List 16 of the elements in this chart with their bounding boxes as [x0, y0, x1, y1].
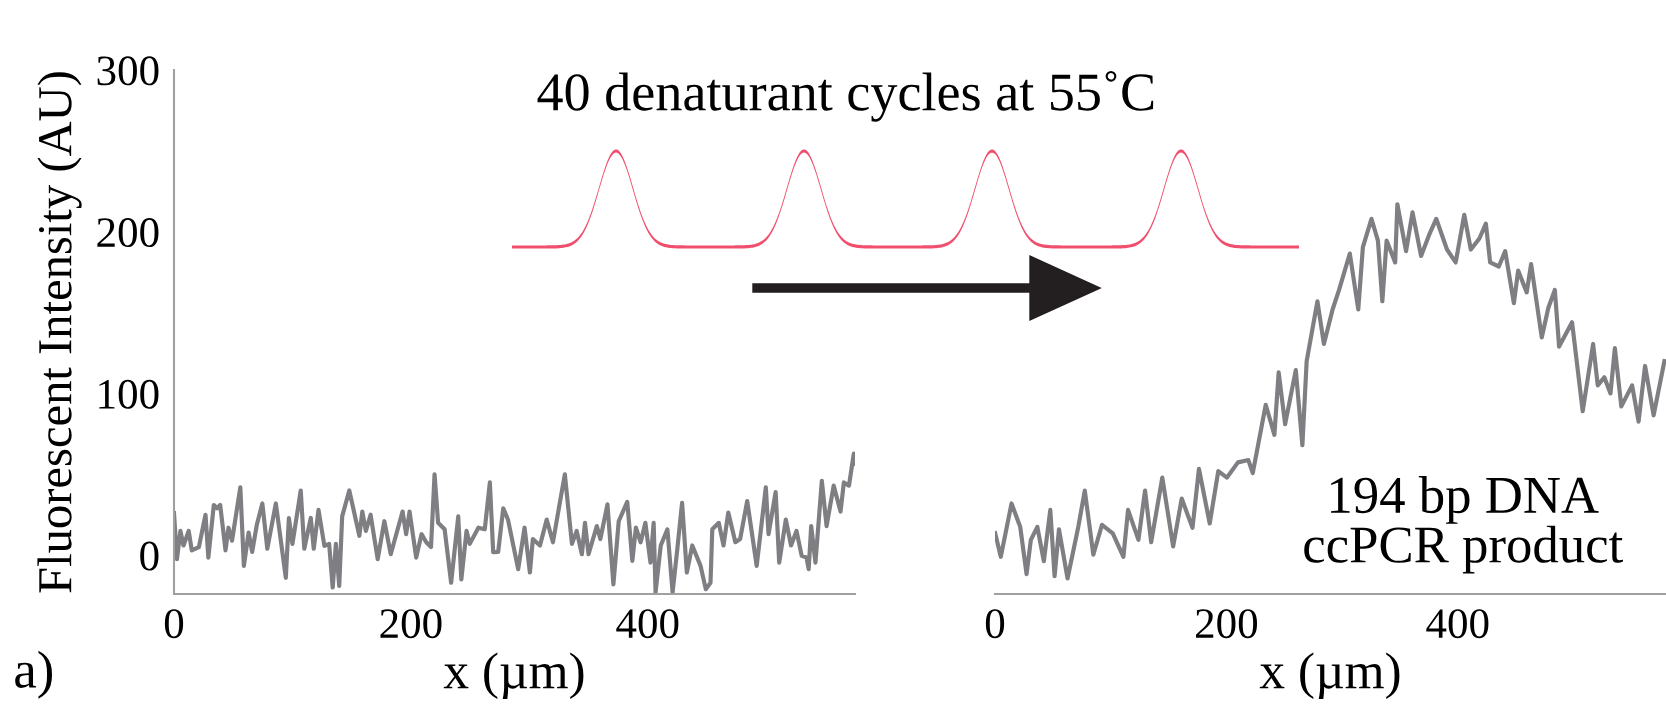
y-axis-title: Fluorescent Intensity (AU) [37, 72, 82, 593]
x-tick-label: 200 [380, 609, 442, 639]
annotation: 194 bp DNA ccPCR product [1304, 476, 1623, 574]
y-tick-label: 300 [97, 56, 159, 86]
annotation: 40 denaturant cycles at 55˚C [537, 70, 1154, 122]
x-tick-label: 200 [1195, 609, 1258, 639]
y-tick-label: 200 [97, 218, 159, 248]
x-tick-label: 0 [164, 609, 184, 639]
y-tick-label: 0 [140, 541, 159, 571]
y-tick-label: 100 [99, 379, 159, 409]
x-tick-label: 400 [616, 609, 679, 639]
x-tick-label: 400 [1426, 609, 1489, 639]
x-axis-title: x (µm) [443, 652, 584, 700]
text: a) [15, 650, 53, 699]
x-axis-title: x (µm) [1259, 652, 1400, 700]
x-tick-label: 0 [985, 609, 1005, 639]
